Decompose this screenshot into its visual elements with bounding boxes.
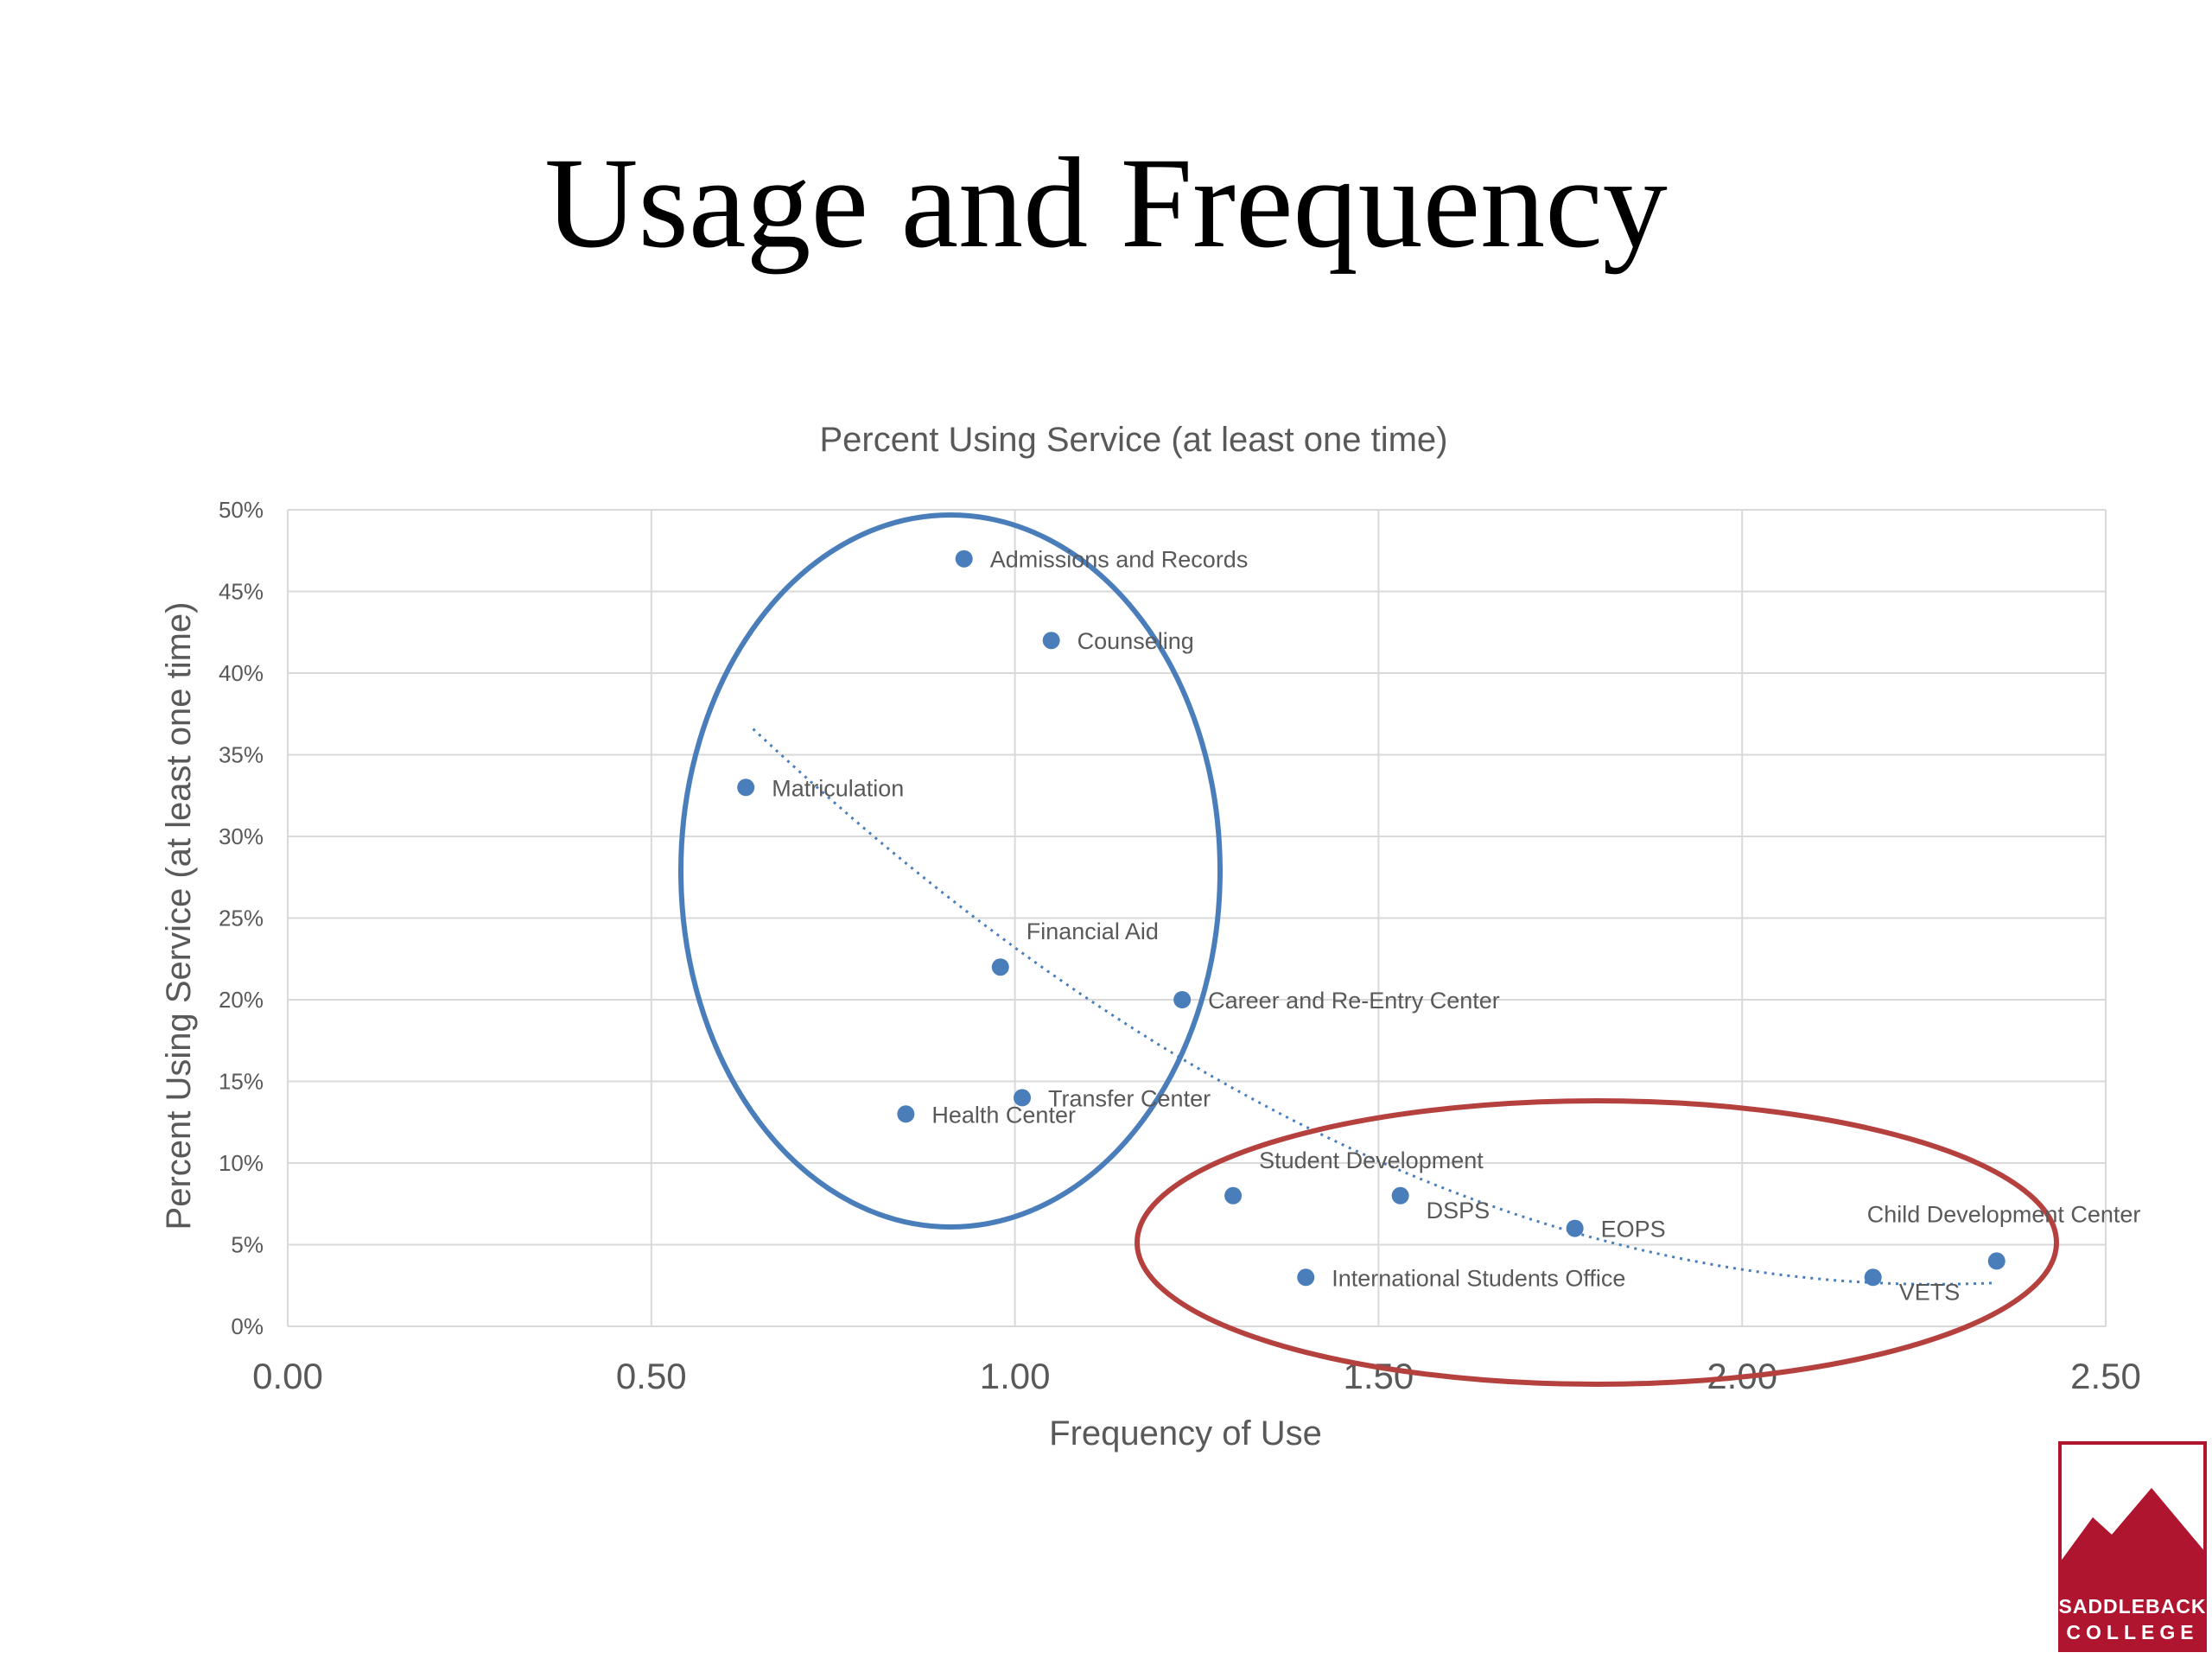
- slide-title: Usage and Frequency: [544, 131, 1668, 275]
- y-tick-label: 20%: [219, 987, 264, 1013]
- data-points: Admissions and Records Counseling Matricul…: [737, 547, 2141, 1305]
- data-point: [1173, 991, 1192, 1008]
- data-point-label: Matriculation: [772, 775, 904, 801]
- y-tick-label: 25%: [219, 906, 264, 931]
- y-axis-label: Percent Using Service (at least one time…: [160, 602, 198, 1230]
- y-tick-label: 5%: [231, 1232, 264, 1258]
- data-point: [1987, 1252, 2005, 1270]
- x-tick-label: 0.00: [252, 1356, 323, 1396]
- data-point-label: VETS: [1899, 1279, 1961, 1305]
- y-tick-label: 45%: [219, 579, 264, 605]
- y-tick-label: 0%: [231, 1313, 264, 1339]
- data-point: [1014, 1089, 1032, 1107]
- logo-text-college: COLLEGE: [2066, 1621, 2199, 1643]
- data-point: [1297, 1268, 1315, 1287]
- data-point-label: Career and Re-Entry Center: [1208, 988, 1500, 1014]
- x-tick-label: 0.50: [616, 1356, 687, 1396]
- saddleback-college-logo: SADDLEBACK COLLEGE: [2058, 1441, 2207, 1652]
- y-tick-label: 35%: [219, 742, 264, 768]
- y-tick-label: 50%: [219, 497, 264, 523]
- data-point-label: Counseling: [1077, 628, 1194, 654]
- data-point: [991, 958, 1009, 976]
- y-tick-label: 15%: [219, 1069, 264, 1095]
- x-tick-label: 1.00: [980, 1356, 1051, 1396]
- data-point-label: Student Development: [1259, 1147, 1484, 1173]
- x-tick-label: 2.50: [2070, 1356, 2141, 1396]
- data-point-label: Child Development Center: [1867, 1201, 2141, 1227]
- data-point: [1042, 632, 1060, 650]
- data-point: [737, 779, 755, 797]
- logo-mountain-icon: [2058, 1441, 2207, 1652]
- y-tick-label: 30%: [219, 823, 264, 849]
- data-point-label: DSPS: [1427, 1198, 1491, 1224]
- data-point-label: Admissions and Records: [990, 547, 1249, 573]
- cluster-ellipse-high-use: [678, 512, 1223, 1230]
- data-point-label: EOPS: [1601, 1217, 1666, 1243]
- y-tick-label: 10%: [219, 1150, 264, 1176]
- chart-title: Percent Using Service (at least one time…: [820, 421, 1448, 459]
- y-axis-ticks: 0% 5% 10% 15% 20% 25% 30% 35% 40% 45% 50%: [219, 497, 264, 1339]
- data-point: [1566, 1219, 1584, 1237]
- data-point-label: International Students Office: [1332, 1265, 1625, 1291]
- logo-text-saddleback: SADDLEBACK: [2058, 1595, 2207, 1618]
- trendline: [752, 728, 1997, 1286]
- data-point-label: Financial Aid: [1027, 918, 1159, 944]
- data-point-label: Health Center: [931, 1102, 1076, 1128]
- data-point: [1391, 1186, 1409, 1205]
- chart-gridlines: [287, 509, 2107, 1327]
- data-point: [897, 1105, 915, 1123]
- data-point: [955, 550, 973, 568]
- y-tick-label: 40%: [219, 660, 264, 686]
- x-axis-label: Frequency of Use: [1049, 1414, 1322, 1452]
- cluster-ellipse-low-use: [1135, 1098, 2059, 1387]
- data-point: [1864, 1268, 1882, 1287]
- data-point: [1224, 1186, 1243, 1205]
- data-point-label: Transfer Center: [1048, 1085, 1211, 1111]
